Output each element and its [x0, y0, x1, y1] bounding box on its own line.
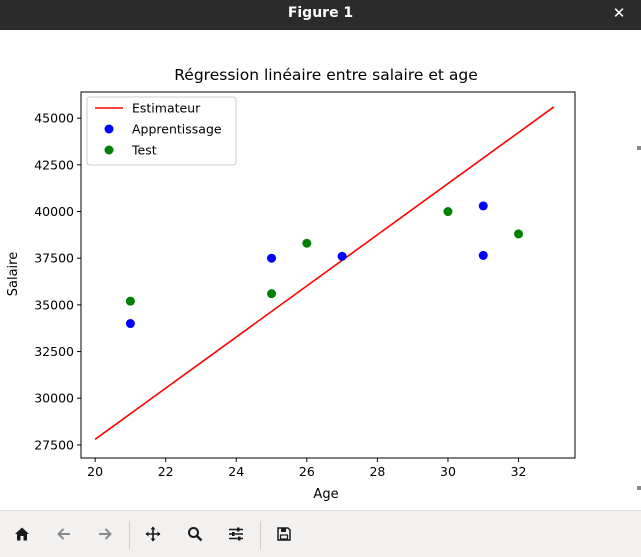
- legend-label: Apprentissage: [132, 122, 222, 137]
- figure-canvas[interactable]: 20 22 24 26 28 30 32 27500 30000 32500 35000 37500 4…: [0, 30, 641, 510]
- window-titlebar: Figure 1 ✕: [0, 0, 641, 30]
- y-tick-label: 32500: [34, 344, 74, 359]
- y-tick-label: 35000: [34, 297, 74, 312]
- plot-area: 20 22 24 26 28 30 32 27500 30000 32500 35000 37500 4…: [34, 91, 576, 479]
- chart-title: Régression linéaire entre salaire et age: [174, 66, 478, 84]
- y-tick-label: 27500: [34, 437, 74, 452]
- edge-marker: [637, 146, 641, 150]
- x-tick-label: 20: [87, 464, 103, 479]
- arrow-left-icon: [57, 528, 70, 540]
- legend-dot-marker: [104, 145, 114, 155]
- window-title: Figure 1: [287, 5, 354, 21]
- back-button[interactable]: [51, 520, 77, 548]
- close-icon[interactable]: ✕: [612, 4, 626, 22]
- scatter-chart: 20 22 24 26 28 30 32 27500 30000 32500 35000 37500 4…: [6, 66, 576, 502]
- test-point: [125, 296, 135, 306]
- train-point: [337, 251, 347, 261]
- test-point: [514, 229, 524, 239]
- legend-box: [86, 96, 237, 166]
- magnifier-icon: [188, 527, 203, 542]
- test-point: [302, 238, 312, 248]
- x-axis-label: Age: [313, 487, 338, 502]
- y-tick-label: 40000: [34, 204, 74, 219]
- test-point: [443, 207, 453, 217]
- pan-button[interactable]: [140, 520, 166, 548]
- forward-button[interactable]: [92, 520, 118, 548]
- toolbar-separator: [129, 521, 130, 549]
- y-tick-label: 42500: [34, 157, 74, 172]
- legend-label: Test: [131, 143, 157, 158]
- configure-subplots-button[interactable]: [223, 520, 249, 548]
- arrow-right-icon: [99, 528, 112, 540]
- train-point: [267, 253, 277, 263]
- move-icon: [145, 526, 161, 542]
- toolbar-separator: [260, 521, 261, 549]
- save-button[interactable]: [271, 520, 297, 548]
- home-icon: [15, 527, 29, 541]
- x-tick-label: 22: [158, 464, 174, 479]
- zoom-button[interactable]: [182, 520, 208, 548]
- x-tick-label: 28: [369, 464, 385, 479]
- train-point: [478, 250, 488, 260]
- floppy-icon: [277, 527, 291, 541]
- test-point: [267, 289, 277, 299]
- x-tick-label: 24: [228, 464, 244, 479]
- sliders-icon: [229, 527, 243, 541]
- x-tick-label: 30: [440, 464, 456, 479]
- y-tick-label: 30000: [34, 391, 74, 406]
- legend-dot-marker: [104, 124, 114, 134]
- edge-marker: [637, 486, 641, 490]
- home-button[interactable]: [9, 520, 35, 548]
- train-point: [478, 201, 488, 211]
- x-tick-label: 26: [299, 464, 315, 479]
- train-point: [125, 319, 135, 329]
- legend-label: Estimateur: [132, 101, 201, 116]
- y-axis-label: Salaire: [6, 252, 21, 296]
- navigation-toolbar: [0, 510, 641, 557]
- y-tick-label: 45000: [34, 111, 74, 126]
- x-tick-label: 32: [511, 464, 527, 479]
- estimator-line: [94, 106, 555, 440]
- y-tick-label: 37500: [34, 251, 74, 266]
